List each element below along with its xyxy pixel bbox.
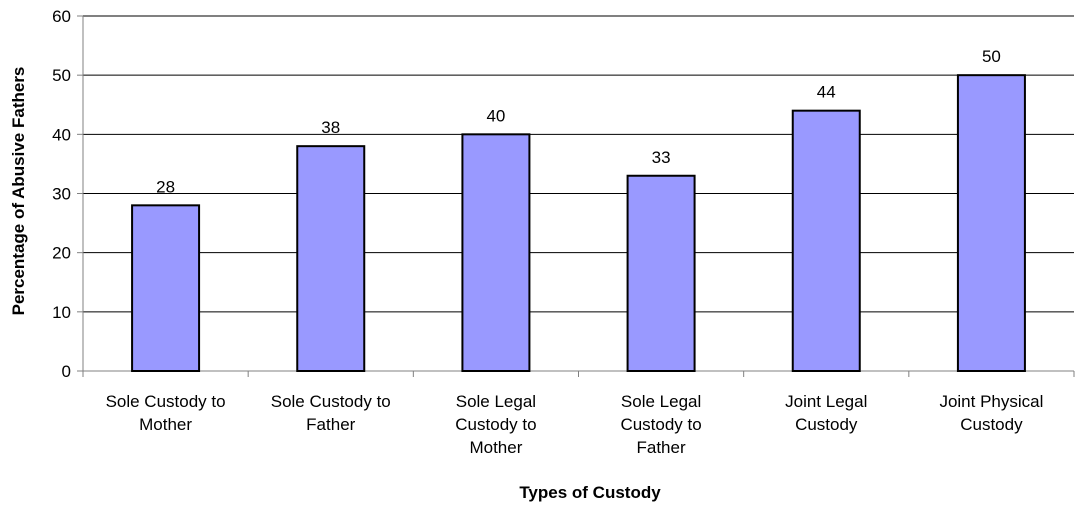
x-tick-label-line: Father xyxy=(637,438,686,457)
bar-value-label: 38 xyxy=(321,118,340,137)
x-tick-label-line: Sole Legal xyxy=(456,392,536,411)
bar xyxy=(296,145,366,372)
x-tick-label-line: Sole Custody to xyxy=(106,392,226,411)
bars xyxy=(131,74,1026,373)
x-tick-label-line: Sole Custody to xyxy=(271,392,391,411)
bar-value-label: 50 xyxy=(982,47,1001,66)
bar xyxy=(626,174,696,372)
x-tick-label: Sole Legal Custody to Mother xyxy=(455,392,536,457)
x-tick-label: Joint Physical Custody xyxy=(939,392,1043,434)
bar xyxy=(791,109,861,373)
data-labels: 28 38 40 33 44 50 xyxy=(156,47,1001,196)
x-tick-label-line: Joint Legal xyxy=(785,392,867,411)
y-tick-label: 50 xyxy=(52,66,71,85)
bar xyxy=(956,74,1026,373)
x-tick-label-line: Mother xyxy=(469,438,522,457)
x-tick-label-line: Mother xyxy=(139,415,192,434)
x-tick-label: Joint Legal Custody xyxy=(785,392,867,434)
axes xyxy=(77,15,1075,377)
y-tick-label: 60 xyxy=(52,7,71,26)
x-tick-label-line: Custody to xyxy=(455,415,536,434)
bar-value-label: 28 xyxy=(156,177,175,196)
x-tick-label: Sole Custody to Mother xyxy=(106,392,226,434)
y-axis-title: Percentage of Abusive Fathers xyxy=(9,67,28,316)
x-tick-label-line: Custody xyxy=(960,415,1023,434)
y-tick-label: 30 xyxy=(52,185,71,204)
y-tick-label: 40 xyxy=(52,125,71,144)
y-tick-label: 0 xyxy=(62,362,71,381)
bar-value-label: 40 xyxy=(486,106,505,125)
x-tick-label-line: Joint Physical xyxy=(939,392,1043,411)
y-tick-label: 10 xyxy=(52,303,71,322)
x-tick-label-line: Sole Legal xyxy=(621,392,701,411)
bar xyxy=(461,133,531,372)
gridlines xyxy=(83,15,1074,313)
x-tick-labels: Sole Custody to Mother Sole Custody to Fath… xyxy=(106,392,1044,457)
x-axis-title: Types of Custody xyxy=(519,483,661,502)
bar-value-label: 33 xyxy=(652,148,671,167)
x-tick-label-line: Father xyxy=(306,415,355,434)
x-tick-label: Sole Legal Custody to Father xyxy=(620,392,701,457)
bar-value-label: 44 xyxy=(817,83,836,102)
x-tick-label-line: Custody xyxy=(795,415,858,434)
bar xyxy=(131,204,201,372)
x-tick-label: Sole Custody to Father xyxy=(271,392,391,434)
x-tick-label-line: Custody to xyxy=(620,415,701,434)
y-tick-label: 20 xyxy=(52,244,71,263)
y-tick-labels: 0 10 20 30 40 50 60 xyxy=(52,7,71,381)
